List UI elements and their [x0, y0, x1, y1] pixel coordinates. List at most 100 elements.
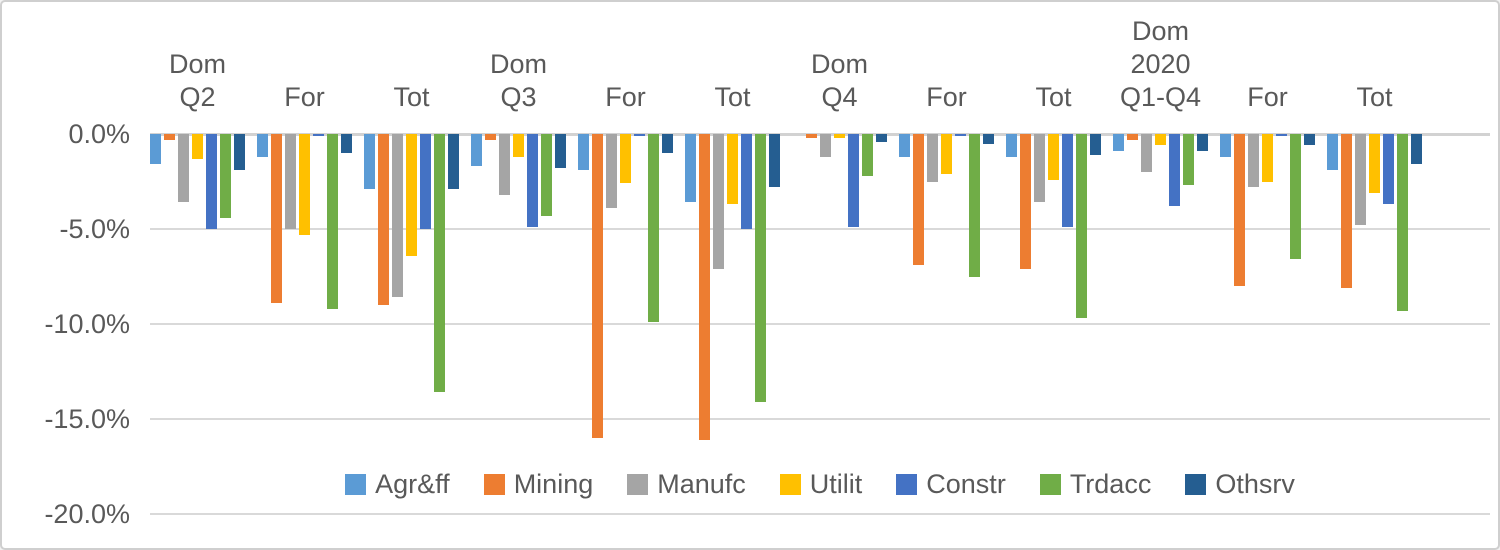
bar-utilit-9 [1155, 134, 1166, 145]
bar-mining-6 [806, 134, 817, 138]
bar-constr-7 [955, 134, 966, 136]
category-label-line: For [284, 82, 325, 112]
bar-group [358, 134, 465, 392]
bar-group [1214, 134, 1321, 286]
legend-label: Mining [513, 469, 594, 499]
category-label: For [1214, 2, 1321, 114]
bar-utilit-10 [1262, 134, 1273, 182]
legend-swatch-icon [345, 473, 367, 495]
bar-utilit-1 [299, 134, 310, 235]
legend-label: Othsrv [1215, 469, 1295, 499]
bar-othsrv-7 [983, 134, 994, 144]
category-label-line: For [926, 82, 967, 112]
category-label: For [572, 2, 679, 114]
bar-mining-4 [592, 134, 603, 438]
bar-group [572, 134, 679, 438]
gridline [150, 418, 1490, 420]
bar-trdacc-5 [755, 134, 766, 402]
bar-utilit-6 [834, 134, 845, 138]
legend-item-constr: Constr [896, 469, 1006, 499]
bar-othsrv-5 [769, 134, 780, 187]
legend-swatch-icon [483, 473, 505, 495]
legend: Agr&ff Mining Manufc Utilit Constr Trdacc Oths… [150, 466, 1490, 502]
bar-othsrv-9 [1197, 134, 1208, 151]
category-label: Dom Q4 [786, 2, 893, 114]
bar-trdacc-7 [969, 134, 980, 277]
bar-othsrv-1 [341, 134, 352, 153]
bar-manufc-7 [927, 134, 938, 182]
bar-agrff-11 [1327, 134, 1338, 170]
bar-othsrv-10 [1304, 134, 1315, 145]
bar-group [144, 134, 251, 229]
bar-othsrv-8 [1090, 134, 1101, 155]
category-label-line: Q2 [179, 82, 216, 112]
bar-constr-8 [1062, 134, 1073, 227]
bar-group [1107, 134, 1214, 206]
bar-manufc-0 [178, 134, 189, 202]
bar-trdacc-9 [1183, 134, 1194, 185]
bar-group [465, 134, 572, 227]
legend-swatch-icon [1039, 473, 1061, 495]
legend-item-mining: Mining [483, 469, 594, 499]
category-label: For [251, 2, 358, 114]
category-label-line: Tot [1035, 82, 1072, 112]
category-label: Dom 2020 Q1-Q4 [1107, 2, 1214, 114]
bar-agrff-10 [1220, 134, 1231, 157]
gridline [150, 513, 1490, 515]
bar-constr-4 [634, 134, 645, 136]
legend-label: Agr&ff [375, 469, 450, 499]
gridline [150, 323, 1490, 325]
legend-label: Manufc [657, 469, 746, 499]
bar-manufc-4 [606, 134, 617, 208]
bar-agrff-9 [1113, 134, 1124, 151]
legend-item-agrff: Agr&ff [345, 469, 450, 499]
bar-manufc-5 [713, 134, 724, 269]
bar-group [679, 134, 786, 440]
category-label-line: Tot [1356, 82, 1393, 112]
category-label-line: Q3 [500, 82, 537, 112]
bar-manufc-10 [1248, 134, 1259, 187]
category-label-line: Dom [168, 49, 226, 79]
bar-utilit-4 [620, 134, 631, 183]
bar-othsrv-2 [448, 134, 459, 189]
bar-manufc-3 [499, 134, 510, 195]
category-label: Tot [1000, 2, 1107, 114]
bar-othsrv-3 [555, 134, 566, 168]
bar-constr-5 [741, 134, 752, 229]
bar-mining-0 [164, 134, 175, 140]
category-label-line: Dom [810, 49, 868, 79]
bar-agrff-8 [1006, 134, 1017, 157]
bar-othsrv-0 [234, 134, 245, 170]
bar-mining-9 [1127, 134, 1138, 140]
category-label-line: Tot [393, 82, 430, 112]
bar-trdacc-0 [220, 134, 231, 218]
bar-trdacc-2 [434, 134, 445, 392]
bar-trdacc-3 [541, 134, 552, 216]
bar-agrff-3 [471, 134, 482, 166]
bar-trdacc-1 [327, 134, 338, 309]
y-axis-tick-label: -20.0% [44, 499, 130, 529]
bar-agrff-5 [685, 134, 696, 202]
bar-group [1321, 134, 1428, 311]
bar-constr-11 [1383, 134, 1394, 204]
category-label-line: For [1247, 82, 1288, 112]
bar-group [251, 134, 358, 309]
bar-manufc-11 [1355, 134, 1366, 225]
bar-constr-2 [420, 134, 431, 229]
category-label: Tot [1321, 2, 1428, 114]
bar-manufc-9 [1141, 134, 1152, 172]
legend-item-utilit: Utilit [779, 469, 862, 499]
bar-trdacc-6 [862, 134, 873, 176]
bar-manufc-8 [1034, 134, 1045, 202]
legend-swatch-icon [1185, 473, 1207, 495]
category-label: Tot [358, 2, 465, 114]
bar-mining-11 [1341, 134, 1352, 288]
bar-mining-2 [378, 134, 389, 305]
bar-utilit-11 [1369, 134, 1380, 193]
bar-manufc-2 [392, 134, 403, 297]
legend-label: Trdacc [1069, 469, 1152, 499]
bar-mining-5 [699, 134, 710, 440]
category-label-line: Tot [714, 82, 751, 112]
bar-constr-9 [1169, 134, 1180, 206]
category-label-line: Dom [1131, 16, 1189, 46]
